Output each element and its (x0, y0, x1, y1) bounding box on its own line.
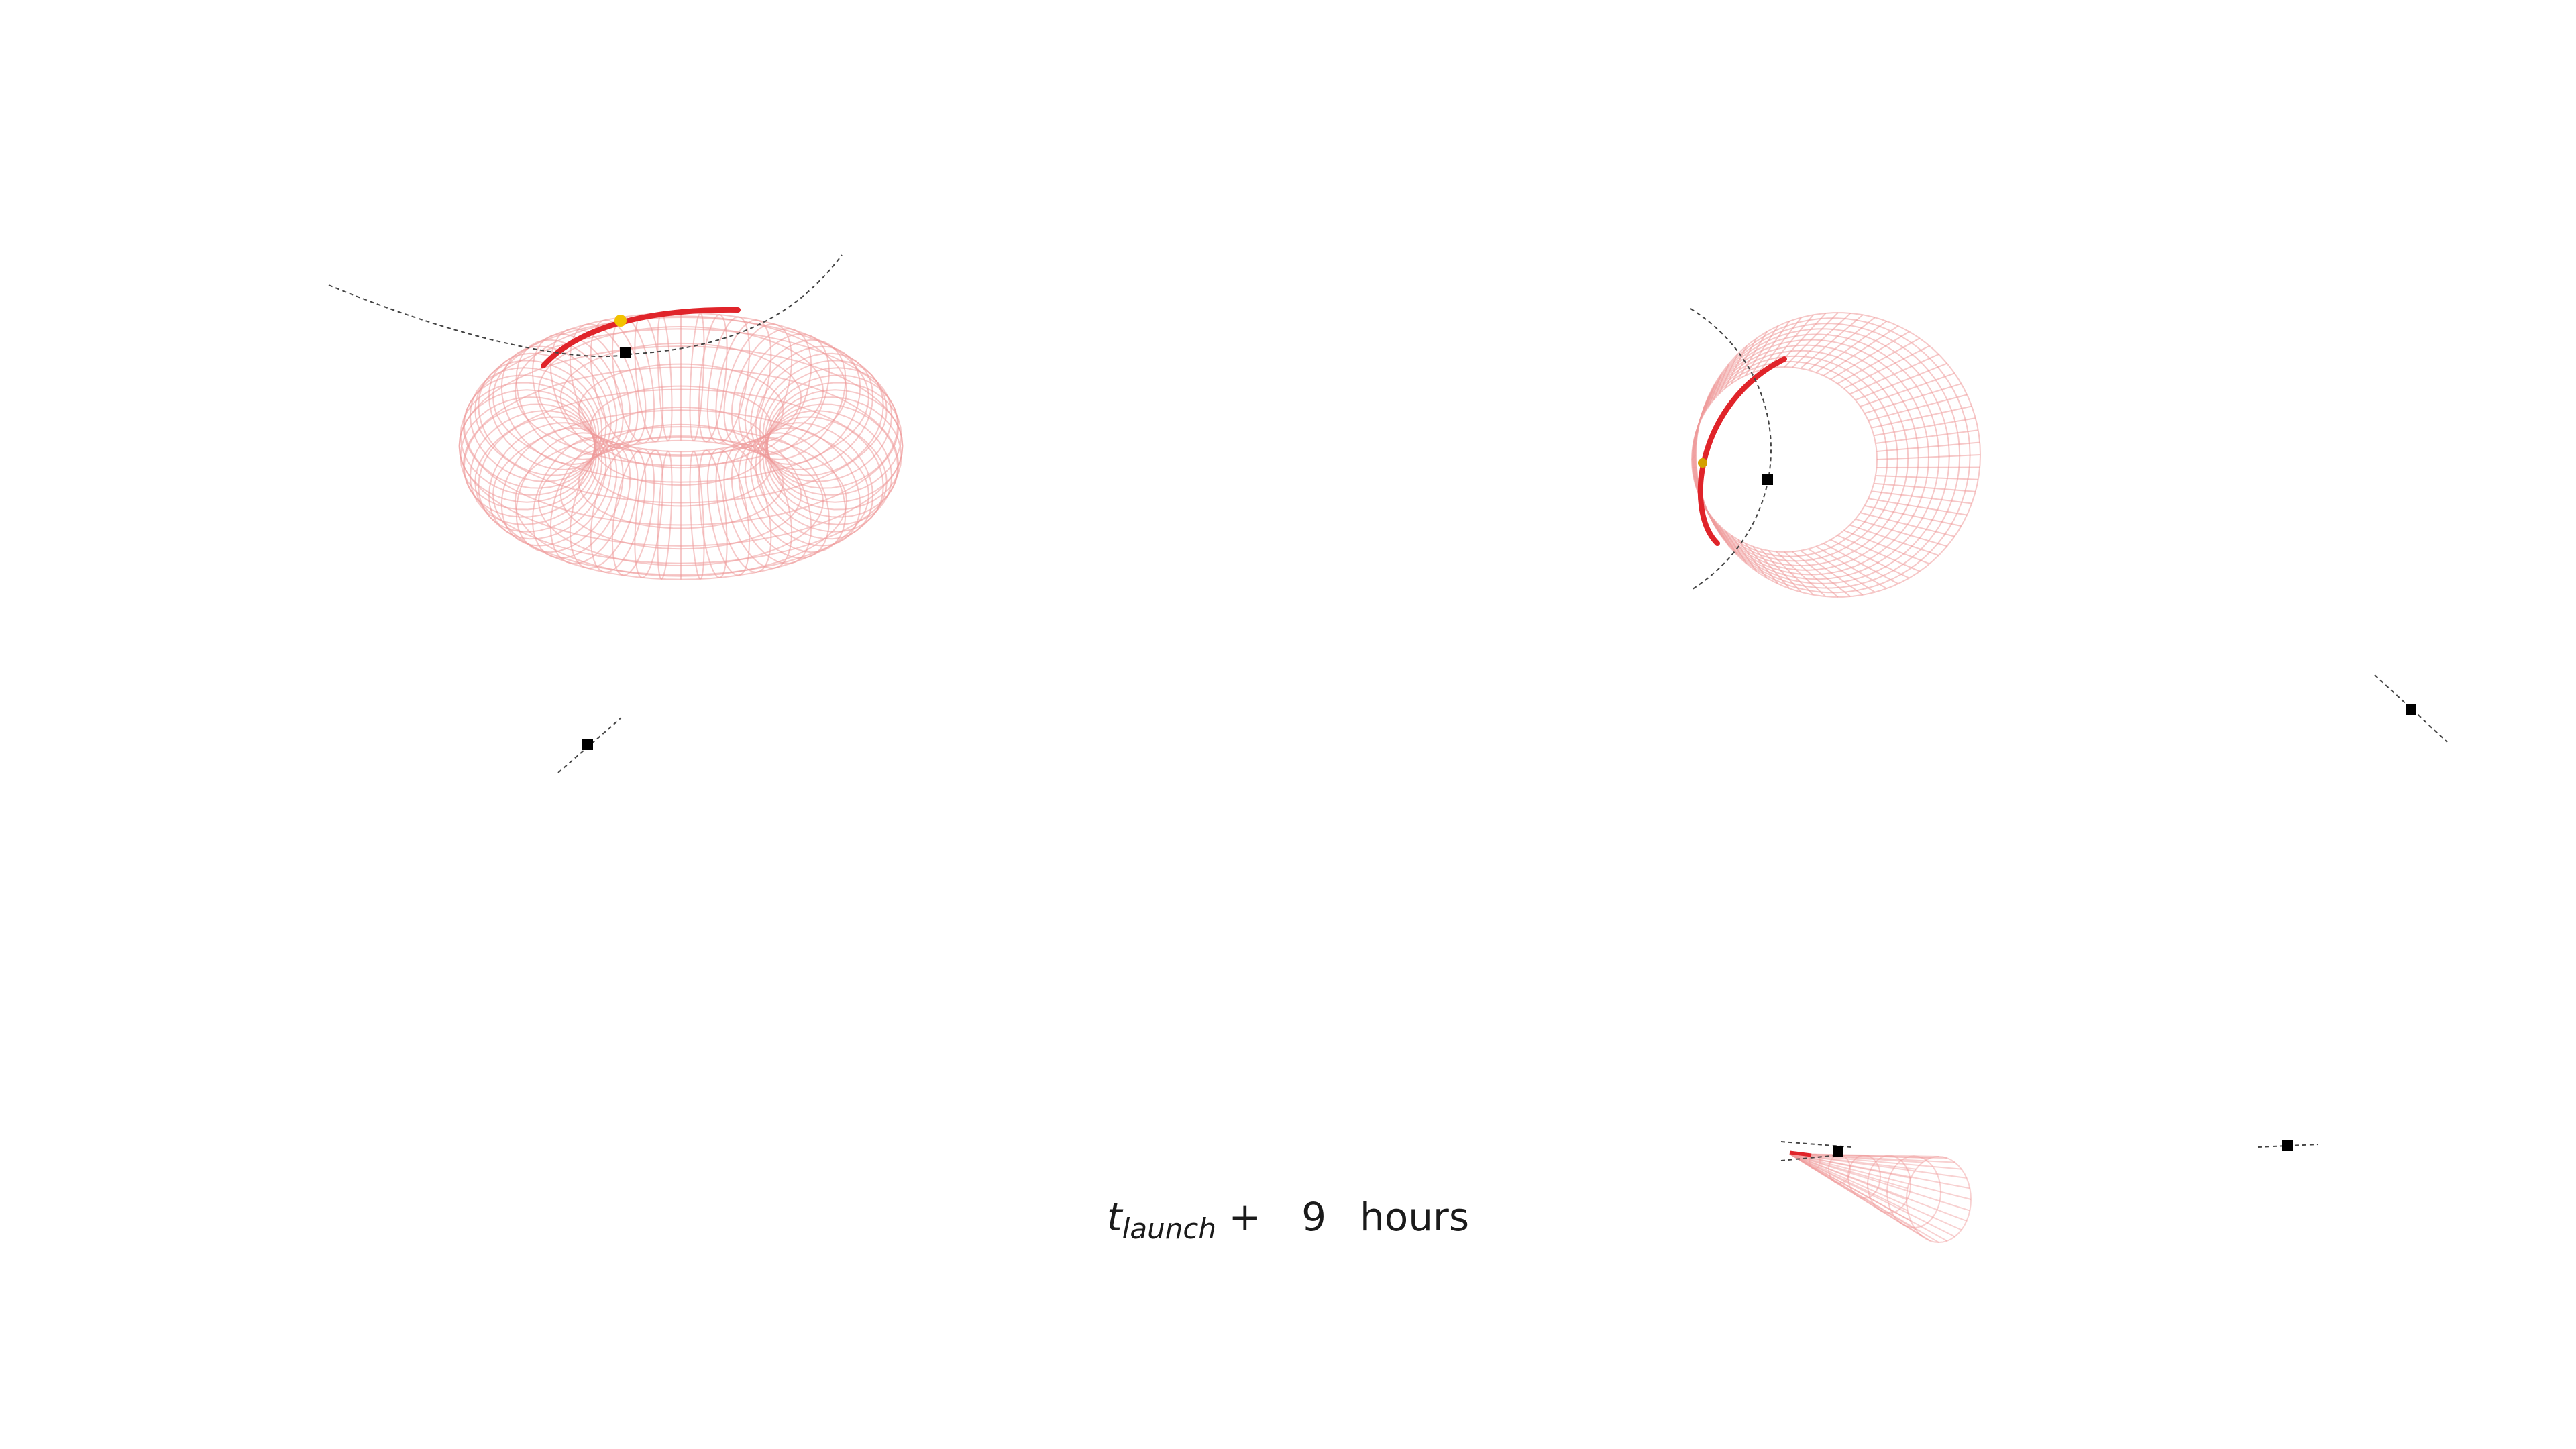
cone-ring (1808, 1153, 1821, 1170)
mesh-parallel (578, 435, 784, 529)
cone-edge (1789, 1153, 1939, 1157)
cone-edge (1789, 1153, 1939, 1243)
trajectory-curve-top-right (1690, 308, 1772, 591)
mesh-parallel (559, 439, 802, 550)
time-caption: tlaunch +9 hours (872, 1194, 1704, 1245)
cone-edge (1789, 1153, 1955, 1238)
mesh-parallel (474, 388, 888, 576)
station-marker-mid-left (582, 739, 593, 750)
station-marker-top-left (620, 347, 631, 358)
mesh-meridian (460, 396, 596, 511)
cone-edge (1789, 1153, 1923, 1163)
mesh-parallel (458, 345, 904, 547)
cone-edge (1789, 1153, 1907, 1200)
mesh-parallel (514, 426, 848, 577)
mesh-parallel (492, 409, 869, 580)
cone-mesh-bottom-right (1789, 1153, 1972, 1244)
cone-edge (1789, 1153, 1970, 1189)
mesh-meridian (657, 312, 673, 442)
highlight-arc-top-right (1697, 356, 1787, 546)
cone-edge (1789, 1153, 1923, 1238)
time-subscript: launch (1122, 1212, 1217, 1245)
cone-edge (1789, 1153, 1947, 1242)
cone-ring (1827, 1154, 1851, 1185)
mesh-parallel (492, 312, 869, 483)
mesh-meridian (689, 312, 705, 442)
mesh-meridian (766, 382, 902, 496)
plus-sign: + (1228, 1194, 1262, 1240)
probe-marker-top-right (1698, 458, 1707, 468)
time-symbol: t (1106, 1194, 1122, 1240)
mesh-parallel (462, 328, 900, 526)
cone-edge (1789, 1153, 1911, 1179)
highlight-arc-bottom-right (1789, 1150, 1812, 1157)
cone-ring (1847, 1154, 1881, 1199)
cone-edge (1789, 1153, 1972, 1200)
probe-marker-top-left (614, 315, 627, 327)
mesh-parallel (537, 436, 824, 567)
trajectory-segment-mid-right (2374, 674, 2448, 743)
mesh-meridian (460, 382, 596, 496)
cone-edge (1789, 1153, 1955, 1163)
station-marker-top-right (1762, 474, 1773, 485)
cone-edge (1789, 1153, 1931, 1242)
mesh-meridian (689, 450, 705, 580)
cone-edge (1789, 1153, 1911, 1222)
trajectory-curve-top-left (328, 254, 843, 358)
time-unit: hours (1359, 1194, 1470, 1240)
cone-edge (1789, 1153, 1967, 1179)
station-marker-bottom-right (1833, 1146, 1843, 1157)
mesh-parallel (474, 316, 888, 504)
cone-edge (1789, 1153, 1909, 1212)
cone-edge (1789, 1153, 1967, 1222)
mesh-meridian (766, 396, 902, 511)
trajectory-segment-mid-left (557, 717, 622, 773)
cone-edge (1789, 1153, 1931, 1159)
station-marker-far-right (2282, 1140, 2293, 1151)
cone-ring (1866, 1155, 1911, 1214)
cone-ring (1886, 1155, 1941, 1229)
time-value: 9 (1301, 1194, 1326, 1240)
station-marker-mid-right (2406, 704, 2416, 715)
torus-mesh-top-left (458, 312, 904, 580)
cone-edge (1789, 1153, 1947, 1159)
cone-ring (1905, 1155, 1972, 1244)
mesh-parallel (462, 366, 900, 564)
cone-edge (1789, 1153, 1908, 1189)
cone-edge (1789, 1153, 1970, 1212)
torus-mesh-top-right (1690, 312, 1981, 598)
mesh-meridian (657, 450, 673, 580)
cone-edge (1789, 1153, 1917, 1231)
mesh-ring (1695, 312, 1981, 598)
cone-edge (1789, 1153, 1962, 1231)
mesh-ring (1690, 366, 1878, 553)
trajectory-segment-bottom-right-b (1780, 1155, 1839, 1161)
